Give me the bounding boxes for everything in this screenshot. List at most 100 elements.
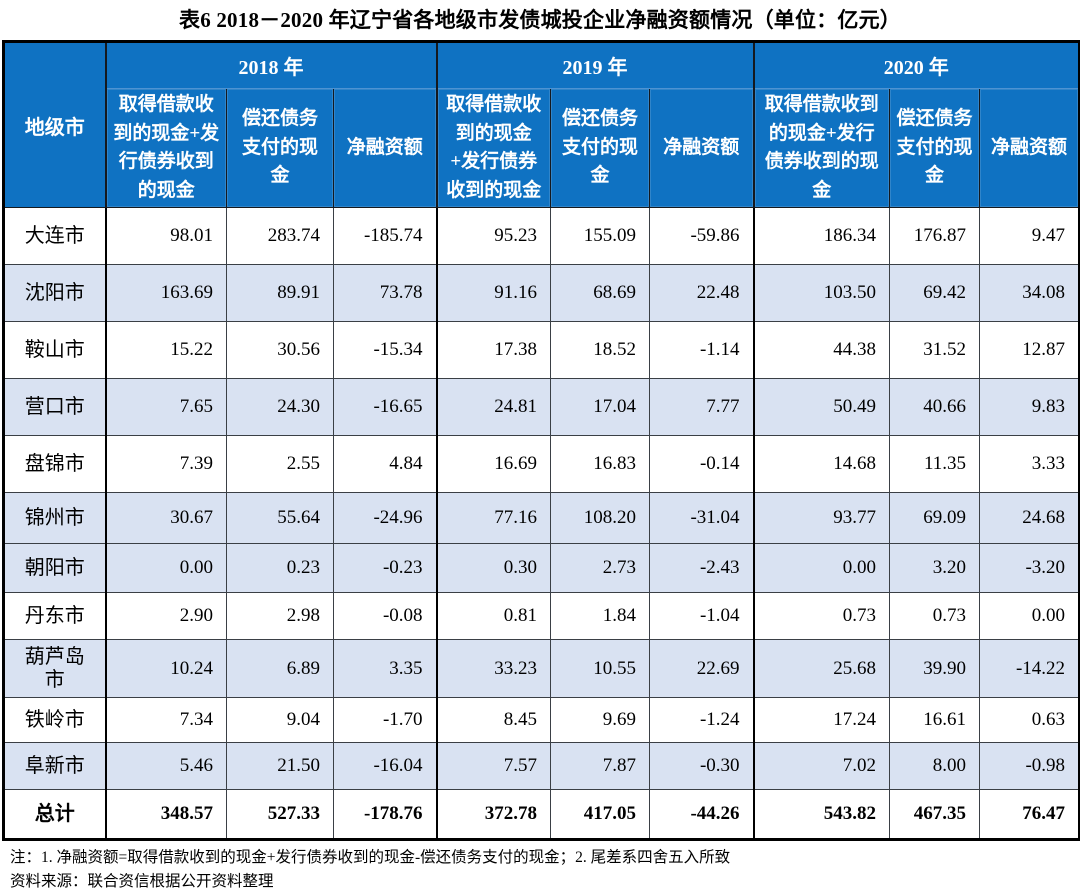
value-cell: 21.50 [226, 742, 334, 790]
value-cell: 39.90 [889, 639, 981, 698]
city-cell: 总计 [3, 789, 106, 840]
value-cell: 17.04 [550, 378, 651, 436]
city-cell: 阜新市 [3, 742, 106, 790]
value-cell: 10.55 [550, 639, 651, 698]
table-row: 沈阳市 163.69 89.91 73.78 91.16 68.69 22.48 103.50… [3, 264, 1080, 322]
total-row: 总计 348.57 527.33 -178.76 372.78 417.05 -44.26 5… [3, 789, 1080, 840]
value-cell: 3.35 [332, 639, 438, 698]
col-header-2020-cash-in: 取得借款收到的现金+发行债券收到的现金 [752, 88, 891, 208]
value-cell: 12.87 [979, 321, 1080, 379]
value-cell: 4.84 [332, 435, 438, 493]
financing-table: 地级市 2018 年 2019 年 2020 年 取得借款收到的现金+发行债券收… [2, 40, 1080, 841]
value-cell: 348.57 [104, 789, 227, 840]
city-cell: 丹东市 [3, 592, 106, 640]
value-cell: 283.74 [226, 207, 334, 265]
col-header-2018-net: 净融资额 [332, 88, 438, 208]
value-cell: 34.08 [979, 264, 1080, 322]
value-cell: 2.55 [226, 435, 334, 493]
city-cell: 盘锦市 [3, 435, 106, 493]
value-cell: 98.01 [104, 207, 227, 265]
value-cell: -0.23 [332, 543, 438, 593]
value-cell: 2.73 [550, 543, 651, 593]
value-cell: 89.91 [226, 264, 334, 322]
year-header-row: 地级市 2018 年 2019 年 2020 年 [3, 41, 1080, 208]
value-cell: 7.87 [550, 742, 651, 790]
value-cell: 69.42 [889, 264, 981, 322]
value-cell: 55.64 [226, 492, 334, 544]
value-cell: 0.23 [226, 543, 334, 593]
value-cell: -3.20 [979, 543, 1080, 593]
footnote-definition: 注：1. 净融资额=取得借款收到的现金+发行债券收到的现金-偿还债务支付的现金；… [10, 849, 731, 866]
value-cell: 0.73 [752, 592, 891, 640]
table-header: 地级市 2018 年 2019 年 2020 年 取得借款收到的现金+发行债券收… [3, 41, 1080, 208]
value-cell: 108.20 [550, 492, 651, 544]
value-cell: -15.34 [332, 321, 438, 379]
value-cell: 16.61 [889, 697, 981, 743]
value-cell: -2.43 [649, 543, 755, 593]
col-header-city: 地级市 [3, 41, 106, 208]
value-cell: 31.52 [889, 321, 981, 379]
col-header-2020-net: 净融资额 [979, 88, 1080, 208]
footnotes: 注：1. 净融资额=取得借款收到的现金+发行债券收到的现金-偿还债务支付的现金；… [10, 847, 1080, 891]
value-cell: -44.26 [649, 789, 755, 840]
col-header-2018-cash-out: 偿还债务支付的现金 [226, 88, 334, 208]
value-cell: 3.33 [979, 435, 1080, 493]
table-row: 丹东市 2.90 2.98 -0.08 0.81 1.84 -1.04 0.73 0.73 0.0… [3, 592, 1080, 640]
value-cell: 543.82 [752, 789, 891, 840]
table-row: 阜新市 5.46 21.50 -16.04 7.57 7.87 -0.30 7.02 8.00-… [3, 742, 1080, 790]
col-header-2019-cash-out: 偿还债务支付的现金 [550, 88, 651, 208]
value-cell: -0.98 [979, 742, 1080, 790]
col-header-2019-net: 净融资额 [649, 88, 755, 208]
value-cell: 7.02 [752, 742, 891, 790]
sub-header-row: 取得借款收到的现金+发行债券收到的现金 偿还债务支付的现金 净融资额 取得借款收… [4, 88, 1080, 208]
table-row: 盘锦市 7.39 2.55 4.84 16.69 16.83 -0.14 14.68 11.35… [3, 435, 1080, 493]
value-cell: 22.69 [649, 639, 755, 698]
value-cell: 91.16 [435, 264, 552, 322]
value-cell: -59.86 [649, 207, 755, 265]
value-cell: -0.30 [649, 742, 755, 790]
value-cell: 103.50 [752, 264, 891, 322]
table-row: 葫芦岛市 10.24 6.89 3.35 33.23 10.55 22.69 25.68 39.… [3, 639, 1080, 698]
city-cell: 锦州市 [3, 492, 106, 544]
value-cell: 0.73 [889, 592, 981, 640]
value-cell: 155.09 [550, 207, 651, 265]
footnote-source: 资料来源：联合资信根据公开资料整理 [10, 873, 274, 891]
value-cell: 93.77 [752, 492, 891, 544]
table-row: 铁岭市 7.34 9.04 -1.70 8.45 9.69 -1.24 17.24 16.61 0… [3, 697, 1080, 743]
value-cell: 68.69 [550, 264, 651, 322]
value-cell: 16.83 [550, 435, 651, 493]
year-header-2018: 2018 年 [104, 41, 438, 89]
value-cell: -185.74 [332, 207, 438, 265]
value-cell: 6.89 [226, 639, 334, 698]
value-cell: 7.57 [435, 742, 552, 790]
value-cell: 3.20 [889, 543, 981, 593]
value-cell: 9.47 [979, 207, 1080, 265]
value-cell: 1.84 [550, 592, 651, 640]
value-cell: 15.22 [104, 321, 227, 379]
value-cell: 2.90 [104, 592, 227, 640]
value-cell: 186.34 [752, 207, 891, 265]
value-cell: 24.68 [979, 492, 1080, 544]
value-cell: 24.30 [226, 378, 334, 436]
year-header-2019: 2019 年 [435, 41, 755, 89]
value-cell: -178.76 [332, 789, 438, 840]
col-header-2018-cash-in: 取得借款收到的现金+发行债券收到的现金 [104, 88, 227, 208]
value-cell: 30.67 [104, 492, 227, 544]
value-cell: -16.65 [332, 378, 438, 436]
value-cell: 18.52 [550, 321, 651, 379]
table-body: 大连市 98.01 283.74 -185.74 95.23 155.09 -59.86 18… [3, 207, 1080, 840]
value-cell: 17.38 [435, 321, 552, 379]
value-cell: 17.24 [752, 697, 891, 743]
value-cell: 7.65 [104, 378, 227, 436]
value-cell: 40.66 [889, 378, 981, 436]
table-row: 鞍山市 15.22 30.56 -15.34 17.38 18.52 -1.14 44.38 3… [3, 321, 1080, 379]
col-header-2019-cash-in: 取得借款收到的现金+发行债券收到的现金 [435, 88, 552, 208]
col-header-2020-cash-out: 偿还债务支付的现金 [889, 88, 981, 208]
value-cell: 8.00 [889, 742, 981, 790]
value-cell: -1.24 [649, 697, 755, 743]
value-cell: 33.23 [435, 639, 552, 698]
value-cell: 30.56 [226, 321, 334, 379]
value-cell: 73.78 [332, 264, 438, 322]
value-cell: 9.83 [979, 378, 1080, 436]
